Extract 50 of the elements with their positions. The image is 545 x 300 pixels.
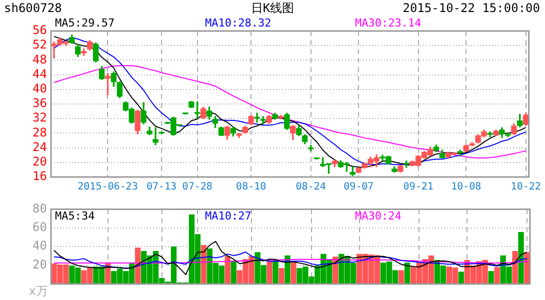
y-tick-label: 36 (32, 96, 47, 110)
x-tick-label: 08-24 (296, 182, 326, 193)
bar (230, 261, 236, 284)
y-tick-label: 52 (32, 38, 47, 52)
text: MA10:27 (205, 210, 252, 223)
bar (398, 270, 404, 284)
x-tick-label: 08-10 (236, 182, 266, 193)
x-tick-label: 10-08 (451, 182, 482, 193)
text: MA10:28.32 (205, 16, 272, 30)
bar (518, 232, 524, 284)
bar (284, 255, 290, 284)
bar (290, 261, 296, 284)
bar (524, 252, 530, 284)
y-tick-label: 44 (32, 66, 47, 81)
y-tick-label: 24 (32, 140, 47, 154)
text: 2015-10-22 15:00:00 (402, 1, 540, 16)
bar (224, 256, 230, 284)
x-tick-label: 10-22 (510, 182, 541, 193)
bar (458, 272, 464, 284)
y-tick-label: 48 (32, 52, 47, 66)
bar (278, 268, 284, 284)
y-tick-label: 56 (32, 23, 47, 38)
y-tick-label: 80 (32, 201, 47, 216)
chart-title: 日K线图 (250, 1, 294, 15)
x-tick-label: 09-07 (344, 182, 374, 193)
bar (266, 261, 272, 284)
bar (404, 262, 410, 284)
bar (512, 250, 518, 284)
y-tick-label: 40 (32, 82, 47, 96)
x-tick-label: 09-21 (403, 182, 434, 193)
y-axis-title: x万 (28, 284, 48, 298)
x-tick-label: 07-28 (182, 182, 212, 193)
bar (272, 260, 278, 284)
candlestick (188, 101, 194, 108)
x-tick-label: 07-13 (146, 182, 177, 193)
y-tick-label: 32 (32, 110, 47, 125)
y-tick-label: 16 (32, 169, 47, 184)
bar (488, 271, 494, 284)
x-tick-label: 2015-06-23 (78, 182, 138, 193)
series-label: MA5:29.57 (55, 16, 115, 30)
y-tick-label: 60 (32, 220, 47, 234)
bar (494, 267, 500, 284)
text: MA5:34 (55, 210, 96, 223)
y-tick-label: 40 (32, 238, 47, 253)
y-tick-label: 28 (32, 125, 47, 140)
text: MA30:24 (355, 210, 402, 223)
y-tick-label: 20 (32, 257, 47, 272)
y-tick-label: 20 (32, 154, 47, 169)
text: MA30:23.14 (355, 16, 422, 30)
text: sh600728 (4, 1, 62, 16)
